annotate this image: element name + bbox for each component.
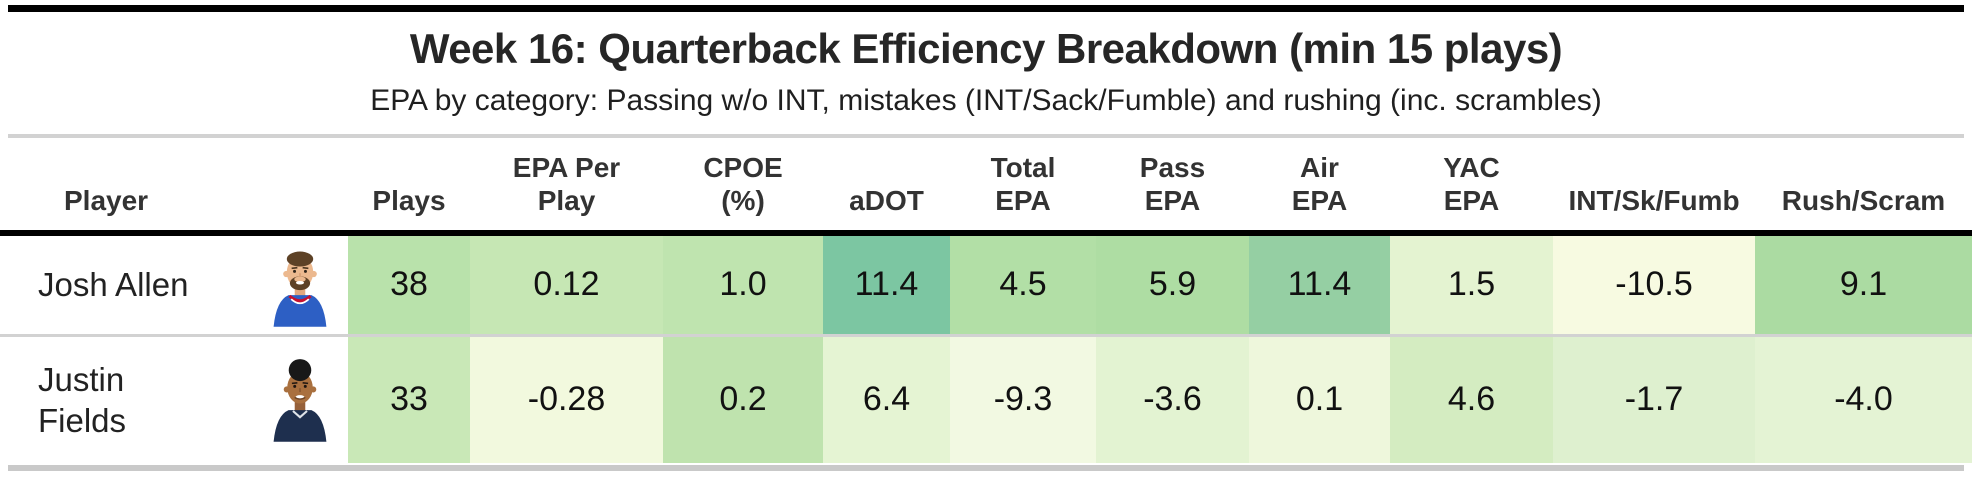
player-name: Josh Allen	[38, 266, 189, 304]
stats-table: Player Plays EPA Per Play CPOE (%) aDOT	[0, 138, 1972, 463]
stat-cell-air-epa: 11.4	[1249, 233, 1390, 337]
stat-cell-rush-scram: 9.1	[1755, 233, 1972, 337]
josh-allen-headshot	[256, 242, 344, 327]
stat-cell-air-epa: 0.1	[1249, 335, 1390, 463]
col-header-total-epa: Total EPA	[950, 138, 1096, 236]
table-row-justin-fields: Justin Fields	[0, 335, 1972, 463]
page-title: Week 16: Quarterback Efficiency Breakdow…	[409, 25, 1563, 72]
player-cell: Josh Allen	[0, 233, 348, 337]
stat-cell-adot: 6.4	[823, 335, 950, 463]
justin-fields-headshot	[256, 357, 344, 442]
col-header-pass-epa: Pass EPA	[1096, 138, 1249, 236]
top-rule	[8, 5, 1964, 12]
stat-cell-epa-per-play: -0.28	[470, 335, 663, 463]
stat-cell-plays: 38	[348, 233, 470, 337]
subtitle-divider	[8, 134, 1964, 138]
stat-cell-plays: 33	[348, 335, 470, 463]
bottom-rule	[8, 465, 1964, 471]
stat-cell-cpoe: 0.2	[663, 335, 823, 463]
jersey	[273, 294, 327, 327]
header-row: Player Plays EPA Per Play CPOE (%) aDOT	[0, 138, 1972, 236]
stat-cell-total-epa: -9.3	[950, 335, 1096, 463]
stat-cell-cpoe: 1.0	[663, 233, 823, 337]
col-header-player: Player	[0, 138, 348, 236]
stat-cell-int-sk-fumb: -10.5	[1553, 233, 1755, 337]
page-subtitle: EPA by category: Passing w/o INT, mistak…	[370, 84, 1602, 117]
col-header-adot: aDOT	[823, 138, 950, 236]
stat-cell-total-epa: 4.5	[950, 233, 1096, 337]
stat-cell-rush-scram: -4.0	[1755, 335, 1972, 463]
col-header-yac-epa: YAC EPA	[1390, 138, 1553, 236]
stat-cell-yac-epa: 4.6	[1390, 335, 1553, 463]
table-row-josh-allen: Josh Allen	[0, 233, 1972, 337]
stat-cell-yac-epa: 1.5	[1390, 233, 1553, 337]
col-header-int-sk-fumb: INT/Sk/Fumb	[1553, 138, 1755, 236]
stat-cell-epa-per-play: 0.12	[470, 233, 663, 337]
player-cell: Justin Fields	[0, 335, 348, 463]
stat-cell-pass-epa: -3.6	[1096, 335, 1249, 463]
stat-cell-adot: 11.4	[823, 233, 950, 337]
stat-cell-pass-epa: 5.9	[1096, 233, 1249, 337]
player-name: Justin Fields	[38, 360, 127, 439]
col-header-rush-scram: Rush/Scram	[1755, 138, 1972, 236]
col-header-air-epa: Air EPA	[1249, 138, 1390, 236]
col-header-epa-per-play: EPA Per Play	[470, 138, 663, 236]
col-header-cpoe: CPOE (%)	[663, 138, 823, 236]
col-header-plays: Plays	[348, 138, 470, 236]
jersey	[273, 409, 327, 442]
stat-cell-int-sk-fumb: -1.7	[1553, 335, 1755, 463]
